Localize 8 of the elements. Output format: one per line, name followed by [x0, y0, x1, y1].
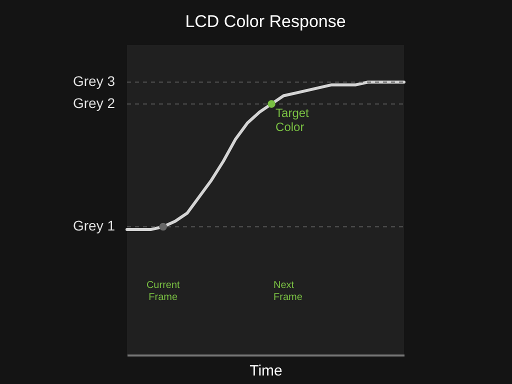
- annotation: Current Frame: [146, 280, 180, 303]
- x-axis-title: Time: [250, 362, 282, 380]
- ref-line-label: Grey 3: [72, 73, 116, 90]
- annotation: Target Color: [276, 106, 310, 134]
- chart-title: LCD Color Response: [185, 12, 346, 31]
- ref-line-label: Grey 2: [72, 94, 116, 111]
- ref-line-label: Grey 1: [72, 218, 116, 234]
- annotation: Next Frame: [274, 280, 303, 303]
